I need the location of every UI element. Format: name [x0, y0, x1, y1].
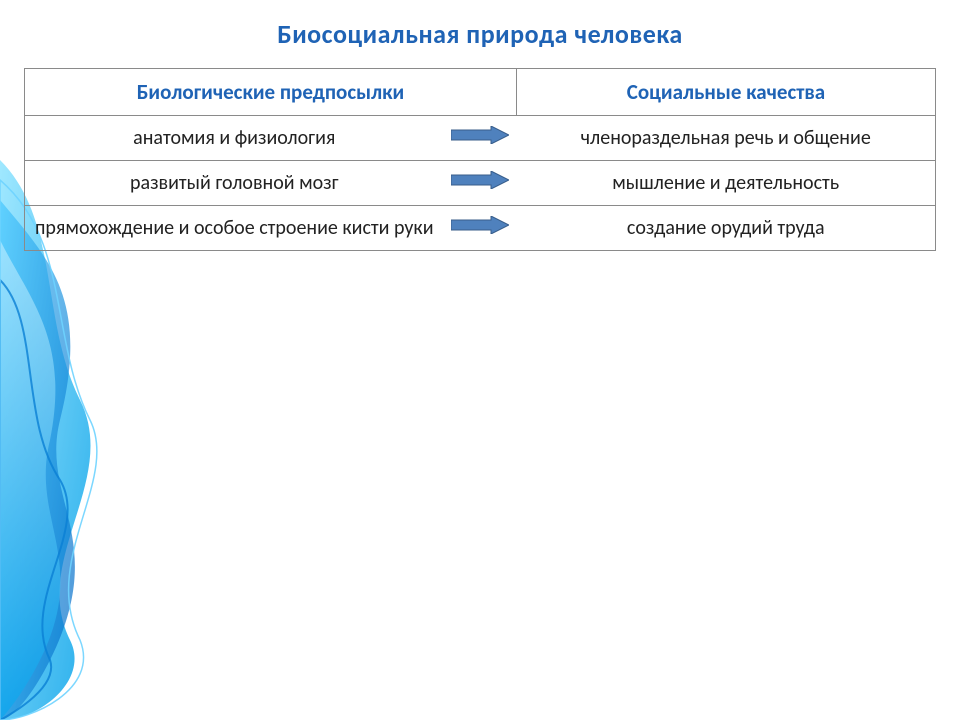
table-header-row: Биологические предпосылки Социальные кач…: [25, 69, 936, 116]
cell-right: мышление и деятельность: [516, 161, 935, 206]
table-container: Биологические предпосылки Социальные кач…: [24, 68, 936, 251]
table-row: развитый головной мозг мышление и деятел…: [25, 161, 936, 206]
cell-left: прямохождение и особое строение кисти ру…: [25, 206, 444, 251]
biosocial-table: Биологические предпосылки Социальные кач…: [24, 68, 936, 251]
cell-right: создание орудий труда: [516, 206, 935, 251]
header-right: Социальные качества: [516, 69, 935, 116]
cell-left: развитый головной мозг: [25, 161, 444, 206]
cell-left: анатомия и физиология: [25, 116, 444, 161]
cell-right: членораздельная речь и общение: [516, 116, 935, 161]
header-left: Биологические предпосылки: [25, 69, 517, 116]
arrow-right-icon: [451, 126, 509, 144]
arrow-right-icon: [451, 216, 509, 234]
slide: Биосоциальная природа человека Биологиче…: [0, 0, 960, 720]
table-row: прямохождение и особое строение кисти ру…: [25, 206, 936, 251]
table-row: анатомия и физиология членораздельная ре…: [25, 116, 936, 161]
arrow-cell: [444, 206, 517, 251]
arrow-cell: [444, 116, 517, 161]
arrow-cell: [444, 161, 517, 206]
arrow-right-icon: [451, 171, 509, 189]
slide-title: Биосоциальная природа человека: [0, 18, 960, 50]
